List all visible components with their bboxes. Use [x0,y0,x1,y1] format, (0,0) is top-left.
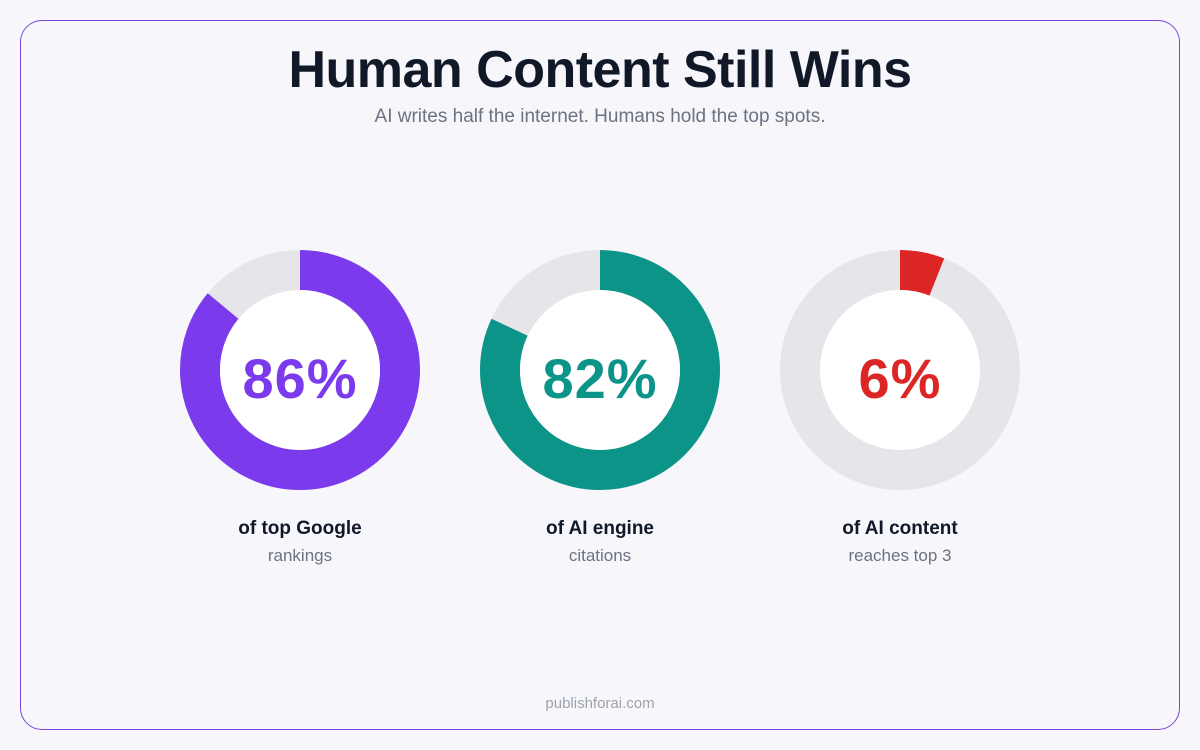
donut-hole [220,290,380,450]
donut-chart-google [180,250,420,490]
stat-label: of AI content [842,518,958,539]
donut-chart-ai-citations [480,250,720,490]
footer-domain: publishforai.com [545,695,655,712]
stat-sublabel: rankings [267,546,333,565]
page-title: Human Content Still Wins [288,41,912,99]
donut-chart-ai-content [780,250,1020,490]
page-subtitle: AI writes half the internet. Humans hold… [374,106,826,127]
stat-value: 6% [858,347,942,410]
stat-ai-citations: 82% of AI engine citations [480,250,720,566]
donut-hole [520,290,680,450]
stat-label: of AI engine [545,518,655,539]
donut-arc [480,250,720,490]
stat-sublabel: reaches top 3 [848,546,952,565]
stat-sublabel: citations [568,546,632,565]
stat-google-rankings: 86% of top Google rankings [180,250,420,566]
donut-arc [780,250,1020,490]
stat-ai-content-top3: 6% of AI content reaches top 3 [780,250,1020,566]
donut-arc [180,250,420,490]
stat-label: of top Google [238,518,362,539]
donut-hole [820,290,980,450]
stat-value: 82% [542,347,658,410]
stat-value: 86% [242,347,358,410]
